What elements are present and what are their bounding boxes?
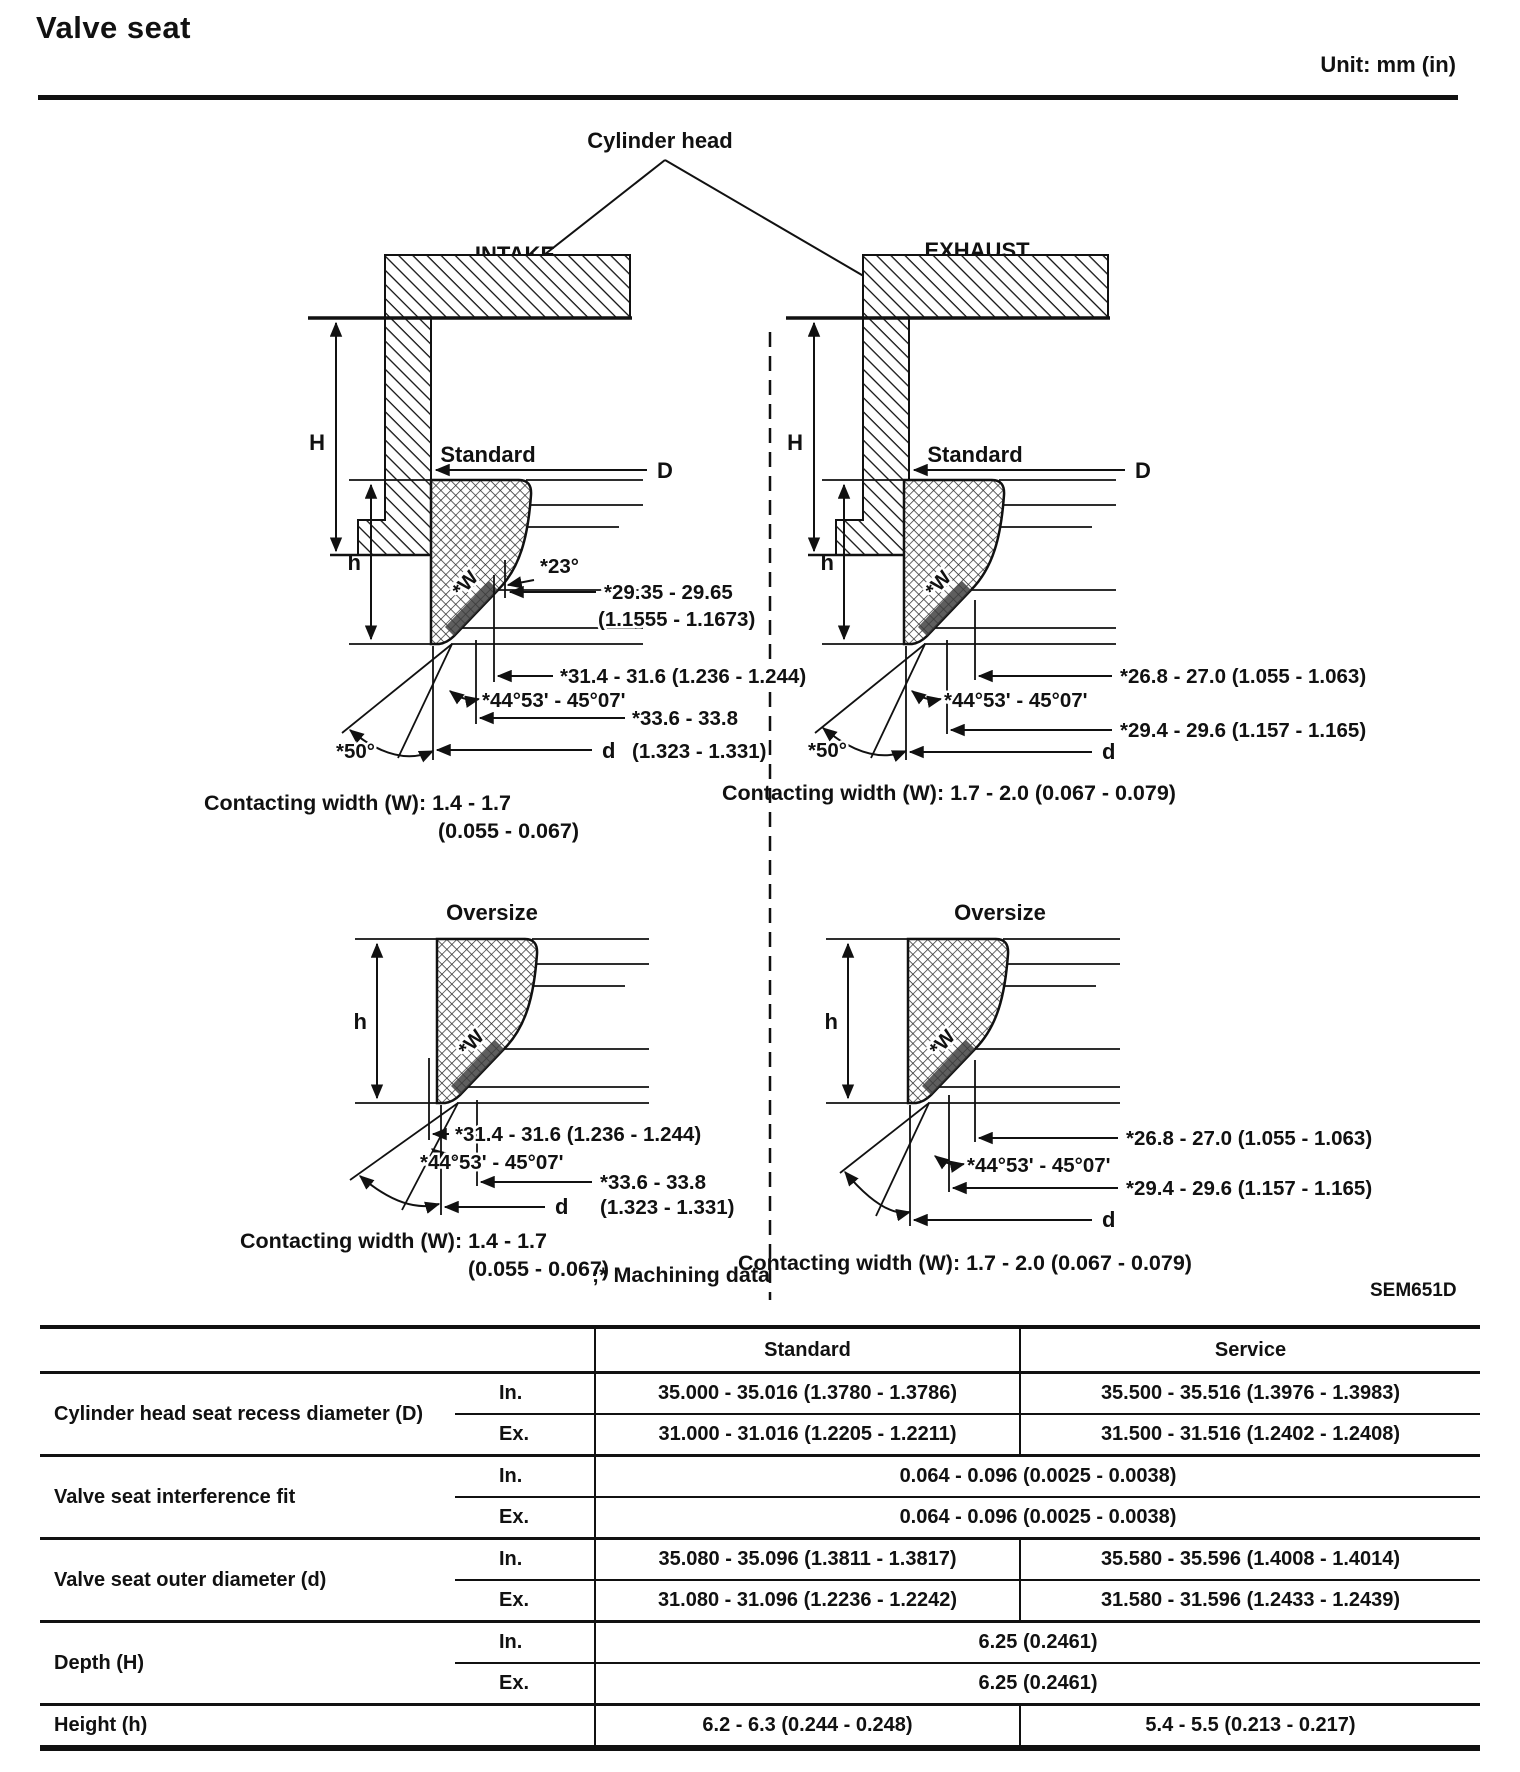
dim-29: *29.4 - 29.6 (1.157 - 1.165)	[1126, 1177, 1372, 1200]
unit-note: Unit: mm (in)	[1320, 52, 1456, 77]
in-label: In.	[455, 1454, 595, 1498]
exhaust-standard-title: Standard	[927, 442, 1022, 467]
dim-26: *26.8 - 27.0 (1.055 - 1.063)	[1126, 1127, 1372, 1150]
dim-31: *31.4 - 31.6 (1.236 - 1.244)	[560, 665, 806, 688]
intake-standard-diagram: Standard *23° *29.35 - 29.65 (1.1555 - 1…	[204, 442, 809, 843]
intake-standard-title: Standard	[440, 442, 535, 467]
row-label: Depth (H)	[40, 1620, 455, 1705]
cell-value: 6.25 (0.2461)	[594, 1663, 1480, 1705]
cell-value: 31.080 - 31.096 (1.2236 - 1.2242)	[594, 1580, 1020, 1622]
row-label: Valve seat interference fit	[40, 1454, 455, 1539]
ex-label: Ex.	[499, 1672, 530, 1694]
dim-26: *26.8 - 27.0 (1.055 - 1.063)	[1120, 665, 1366, 688]
row-label: Valve seat outer diameter (d)	[40, 1537, 455, 1622]
diameter-d-label: d	[1102, 739, 1115, 764]
dim-33-in: (1.323 - 1.331)	[632, 740, 766, 763]
cell-value: 31.000 - 31.016 (1.2205 - 1.2211)	[594, 1414, 1020, 1456]
header-service: Service	[1019, 1327, 1480, 1374]
contact-width-line1: Contacting width (W): 1.4 - 1.7	[240, 1229, 547, 1253]
dim-angle-45: *44°53' - 45°07'	[967, 1154, 1111, 1177]
dim-33-mm: *33.6 - 33.8	[632, 707, 738, 730]
dim-angle-45: *44°53' - 45°07'	[482, 689, 626, 712]
ex-label: Ex.	[499, 1589, 530, 1611]
machining-data-note: ;* Machining data	[592, 1263, 771, 1287]
exhaust-oversize-diagram: Oversize *26.8 - 27.0 (1.055 - 1.063) *4…	[738, 900, 1375, 1275]
figure-code: SEM651D	[1370, 1280, 1457, 1301]
exhaust-oversize-title: Oversize	[954, 900, 1046, 925]
row-label: Height (h)	[40, 1703, 595, 1748]
dim-33-in: (1.323 - 1.331)	[600, 1196, 734, 1219]
in-label: In.	[455, 1371, 595, 1415]
row-label: Cylinder head seat recess diameter (D)	[40, 1371, 455, 1456]
cell-value: 0.064 - 0.096 (0.0025 - 0.0038)	[594, 1454, 1480, 1498]
cell-value: 6.2 - 6.3 (0.244 - 0.248)	[594, 1703, 1020, 1748]
page-title: Valve seat	[36, 10, 191, 45]
contact-width-line1: Contacting width (W): 1.4 - 1.7	[204, 791, 511, 815]
dim-29: *29.4 - 29.6 (1.157 - 1.165)	[1120, 719, 1366, 742]
dim-angle-23: *23°	[540, 555, 579, 578]
cylinder-head-callout: Cylinder head	[587, 128, 732, 153]
exhaust-standard-diagram: Standard *26.8 - 27.0 (1.055 - 1.063) *4…	[722, 442, 1369, 805]
cell-value: 35.080 - 35.096 (1.3811 - 1.3817)	[594, 1537, 1020, 1581]
dim-31: *31.4 - 31.6 (1.236 - 1.244)	[455, 1123, 701, 1146]
diameter-d-label: d	[602, 738, 615, 763]
cell-value: 35.500 - 35.516 (1.3976 - 1.3983)	[1019, 1371, 1480, 1415]
in-label: In.	[455, 1620, 595, 1664]
contact-width-line2: (0.055 - 0.067)	[438, 819, 579, 843]
dim-angle-45: *44°53' - 45°07'	[944, 689, 1088, 712]
cell-value: 35.580 - 35.596 (1.4008 - 1.4014)	[1019, 1537, 1480, 1581]
contact-width-line: Contacting width (W): 1.7 - 2.0 (0.067 -…	[722, 781, 1176, 805]
cell-value: 35.000 - 35.016 (1.3780 - 1.3786)	[594, 1371, 1020, 1415]
dim-29-in: (1.1555 - 1.1673)	[598, 608, 755, 631]
cell-value: 31.580 - 31.596 (1.2433 - 1.2439)	[1019, 1580, 1480, 1622]
ex-label: Ex.	[499, 1506, 530, 1528]
intake-oversize-diagram: Oversize *31.4 - 31.6 (1.236 - 1.244) *4…	[240, 900, 737, 1281]
cell-value: 6.25 (0.2461)	[594, 1620, 1480, 1664]
contact-width-line: Contacting width (W): 1.7 - 2.0 (0.067 -…	[738, 1251, 1192, 1275]
diameter-d-label: d	[1102, 1207, 1115, 1232]
contact-width-line2: (0.055 - 0.067)	[468, 1257, 609, 1281]
dim-angle-50: *50°	[336, 740, 375, 763]
in-label: In.	[455, 1537, 595, 1581]
ex-label: Ex.	[499, 1423, 530, 1445]
intake-oversize-title: Oversize	[446, 900, 538, 925]
top-rule	[38, 95, 1458, 100]
valve-seat-spec-table: Standard Service Cylinder head seat rece…	[40, 1325, 1480, 1751]
dim-angle-45: *44°53' - 45°07'	[420, 1151, 564, 1174]
diameter-d-label: d	[555, 1194, 568, 1219]
cell-value: 5.4 - 5.5 (0.213 - 0.217)	[1019, 1703, 1480, 1748]
header-standard: Standard	[594, 1327, 1020, 1374]
cell-value: 31.500 - 31.516 (1.2402 - 1.2408)	[1019, 1414, 1480, 1456]
dim-29-mm: *29.35 - 29.65	[604, 581, 733, 604]
header-empty-cell	[40, 1327, 595, 1374]
dim-33-mm: *33.6 - 33.8	[600, 1171, 706, 1194]
cell-value: 0.064 - 0.096 (0.0025 - 0.0038)	[594, 1497, 1480, 1539]
dim-angle-50: *50°	[808, 739, 847, 762]
